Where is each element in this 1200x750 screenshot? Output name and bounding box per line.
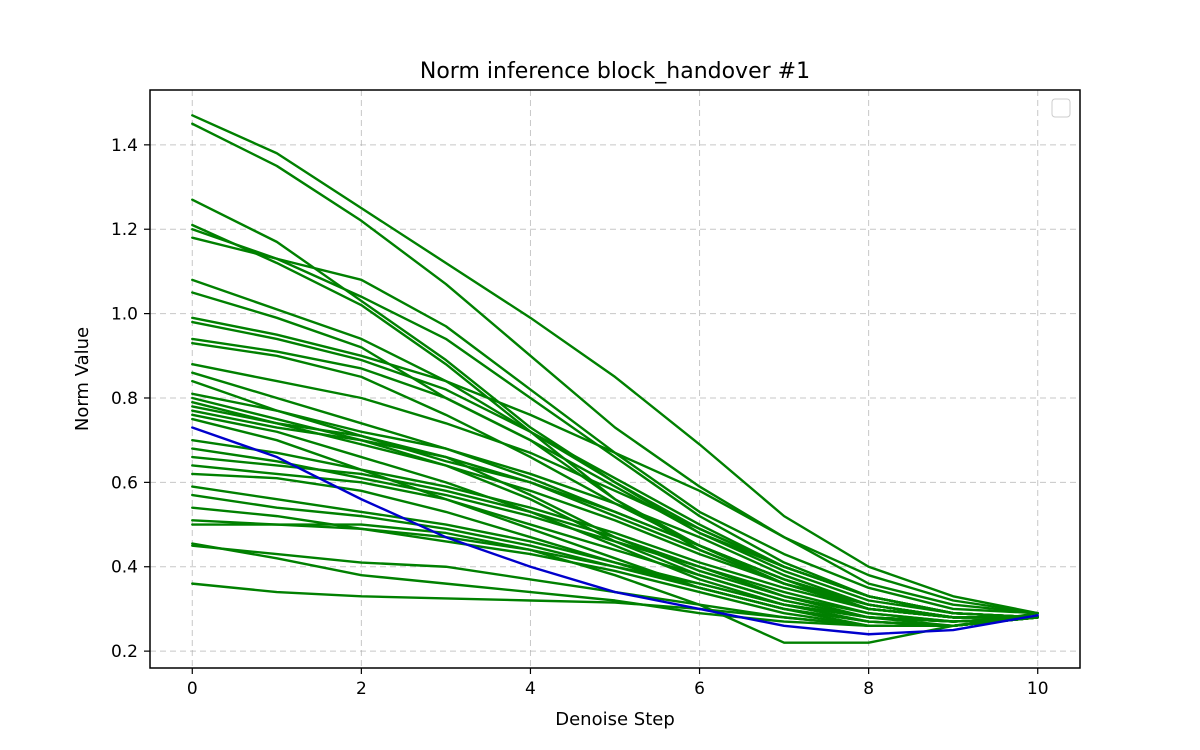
series-line-26: [191, 464, 1039, 628]
series-line-23: [191, 438, 1039, 619]
x-tick-label: 0: [187, 679, 198, 699]
axis-ticks: 0 2 4 6 8 10 0.2 0.4 0.6 0.8 1.0 1.2 1.4: [111, 136, 1049, 699]
y-tick-label: 0.4: [111, 558, 138, 578]
x-tick-label: 4: [525, 679, 536, 699]
plot-frame: [149, 89, 1081, 669]
series-line-17: [191, 396, 1039, 619]
legend-box: [1051, 98, 1071, 118]
series-line-24: [191, 447, 1039, 623]
series-line-25: [191, 455, 1039, 623]
x-tick-label: 8: [863, 679, 874, 699]
series-line-13: [191, 363, 1039, 619]
y-tick-label: 0.6: [111, 473, 138, 493]
y-axis-label: Norm Value: [72, 327, 93, 431]
series-line-19: [191, 405, 1039, 623]
series-line-3: [191, 198, 1039, 619]
y-tick-label: 0.8: [111, 389, 138, 409]
x-axis-label: Denoise Step: [555, 709, 675, 730]
x-tick-label: 6: [694, 679, 705, 699]
y-tick-label: 1.4: [111, 136, 138, 156]
y-tick-label: 0.2: [111, 642, 138, 662]
series-line-9: [191, 316, 1039, 615]
chart-title: Norm inference block_handover #1: [420, 59, 810, 84]
series-line-35: [191, 582, 1039, 628]
x-tick-label: 2: [356, 679, 367, 699]
series-line-32: [191, 523, 1039, 644]
series-line-11: [191, 337, 1039, 619]
grid-lines: [150, 90, 1080, 668]
y-tick-label: 1.0: [111, 305, 138, 325]
series-line-36: [191, 426, 1039, 636]
x-tick-label: 10: [1027, 679, 1049, 699]
series-line-6: [191, 236, 1039, 615]
series-lines: [191, 114, 1039, 644]
series-line-1: [191, 114, 1039, 615]
series-line-16: [191, 392, 1039, 619]
series-line-31: [191, 519, 1039, 623]
y-tick-label: 1.2: [111, 220, 138, 240]
series-line-2: [191, 122, 1039, 615]
